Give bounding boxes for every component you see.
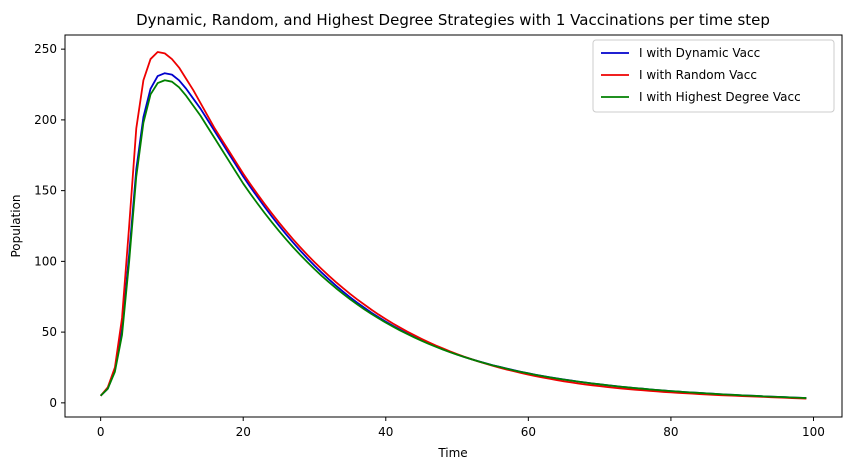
legend: I with Dynamic Vacc I with Random Vacc I w… xyxy=(592,39,835,113)
y-tick-label: 250 xyxy=(34,42,57,56)
chart-title: Dynamic, Random, and Highest Degree Stra… xyxy=(136,11,770,29)
y-tick-label: 150 xyxy=(34,184,57,198)
legend-label-2: I with Random Vacc xyxy=(639,68,757,82)
x-tick-label: 20 xyxy=(236,425,251,439)
legend-label-3: I with Highest Degree Vacc xyxy=(639,90,801,104)
series-line-3 xyxy=(100,79,807,399)
x-axis-title: Time xyxy=(437,446,467,460)
x-axis: 0 20 40 60 80 100 xyxy=(97,417,825,439)
legend-box xyxy=(592,39,835,113)
x-tick-label: 100 xyxy=(802,425,825,439)
x-tick-label: 0 xyxy=(97,425,105,439)
legend-label-1: I with Dynamic Vacc xyxy=(639,46,760,60)
plot-frame xyxy=(64,34,843,418)
y-tick-label: 100 xyxy=(34,254,57,268)
y-tick-label: 0 xyxy=(49,396,57,410)
plot-lines xyxy=(99,51,807,400)
y-axis: 0 50 100 150 200 250 xyxy=(34,42,65,410)
x-tick-label: 40 xyxy=(378,425,393,439)
x-tick-label: 60 xyxy=(521,425,536,439)
x-tick-label: 80 xyxy=(663,425,678,439)
y-axis-title: Population xyxy=(9,194,23,257)
y-tick-label: 200 xyxy=(34,113,57,127)
y-tick-label: 50 xyxy=(42,325,57,339)
